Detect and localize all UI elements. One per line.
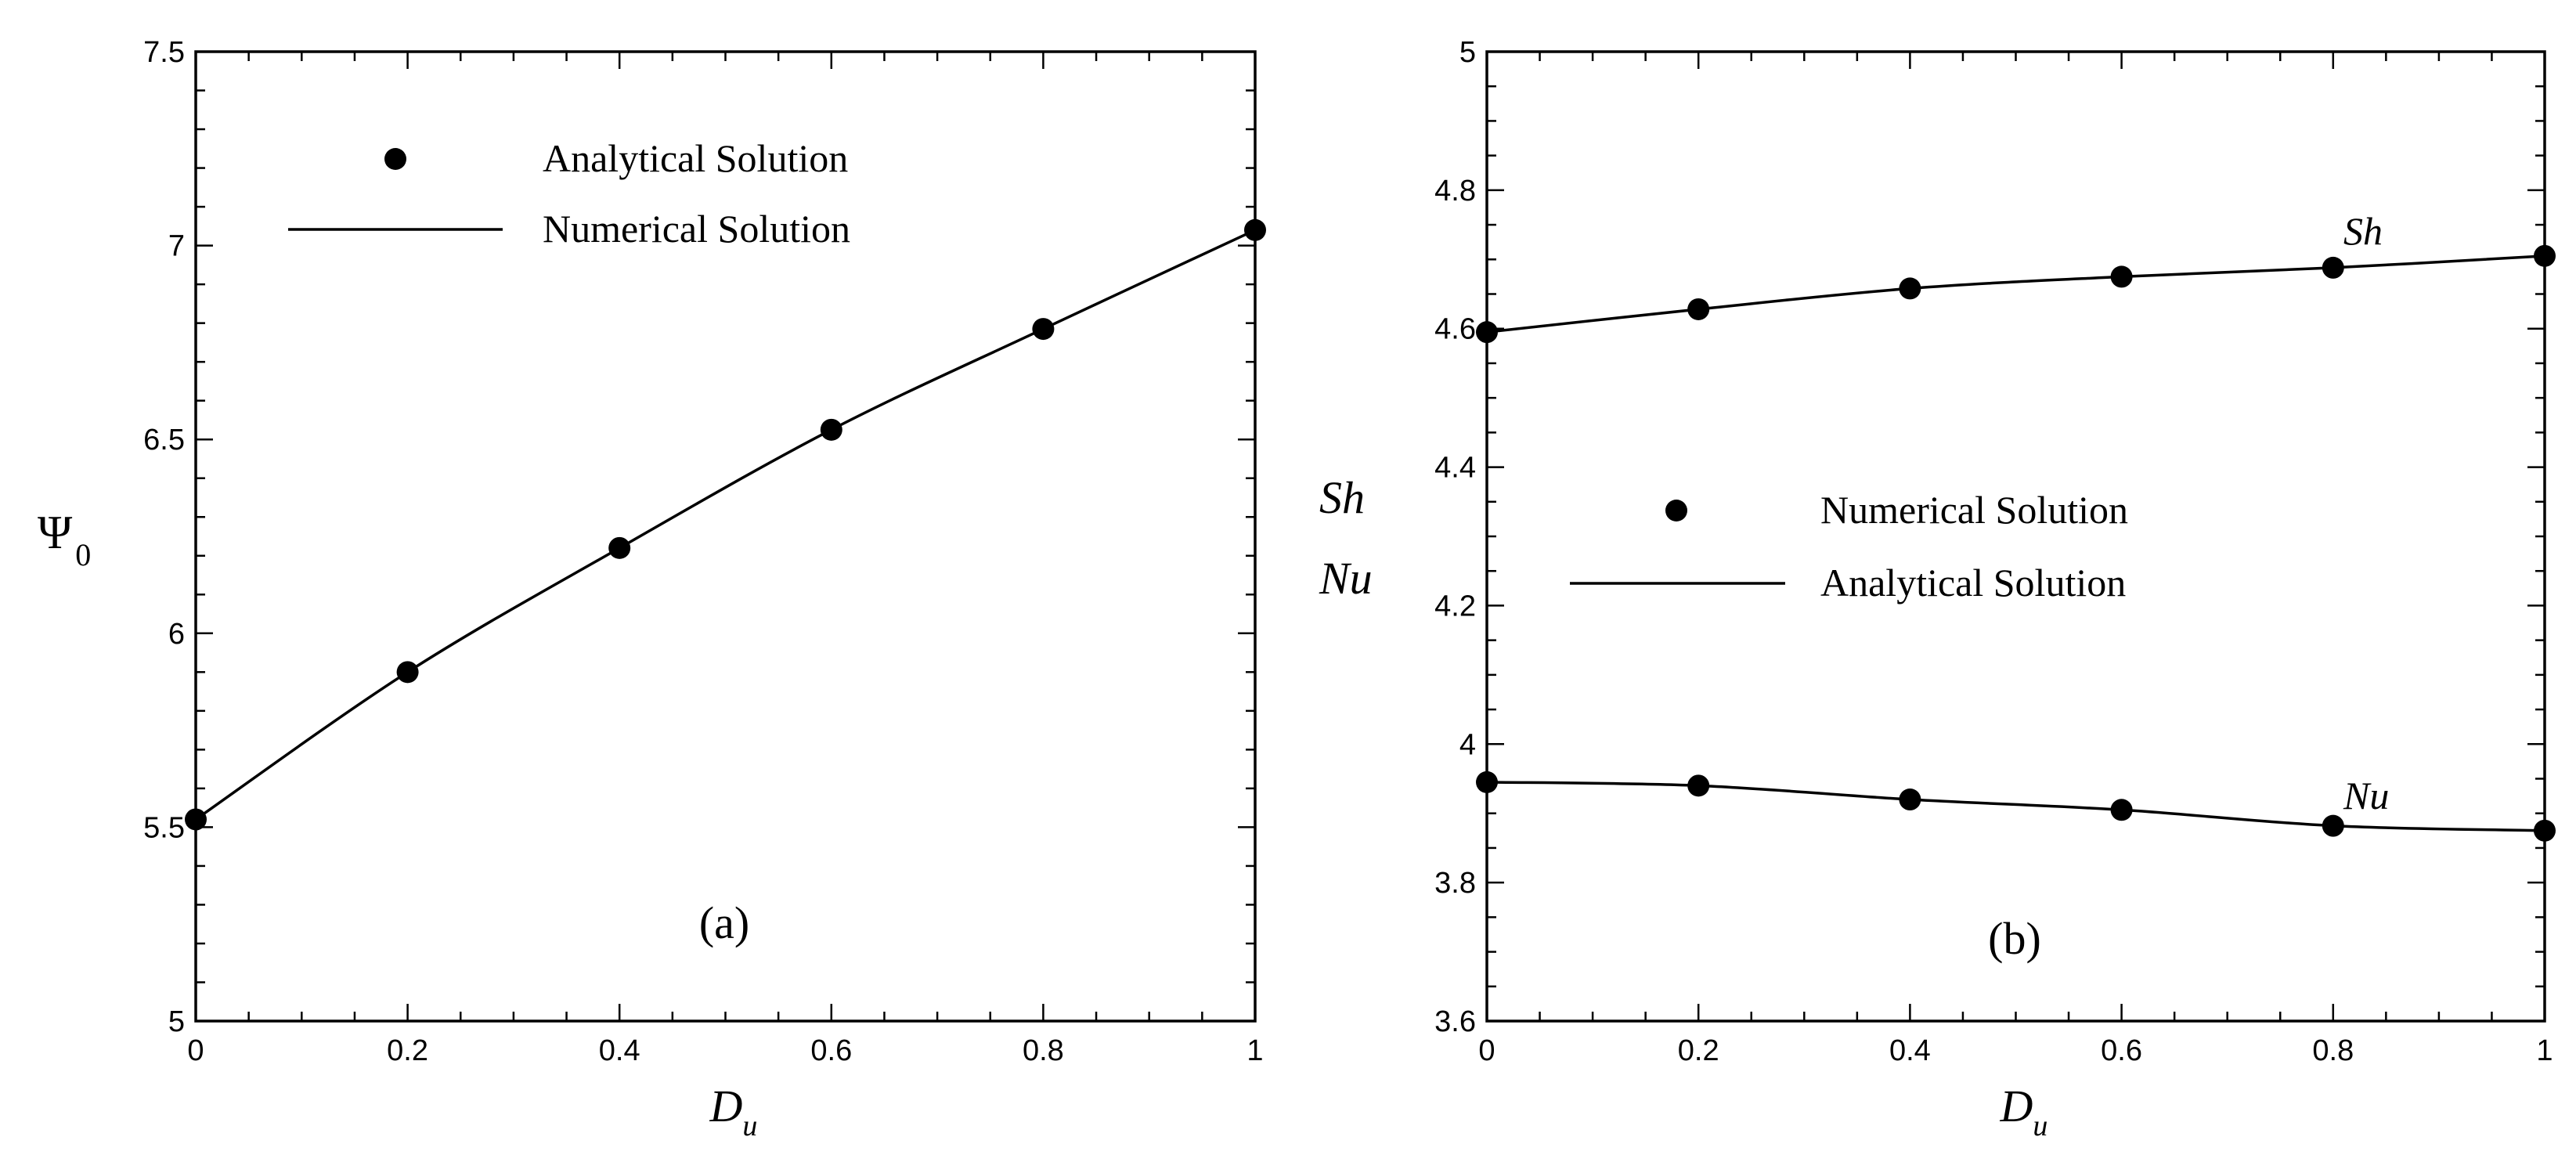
x-tick-label: 0.6: [2101, 1034, 2142, 1067]
data-point: [1244, 218, 1266, 241]
x-tick-label: 0: [187, 1034, 204, 1067]
chart-panel-b: 0 0.2 0.4 0.6 0.8 1 3.6 3.8 4 4.2 4.4 4.6 4.8 5 Numeri…: [1319, 36, 2556, 1142]
x-tick-label: 0.8: [2312, 1034, 2354, 1067]
legend-marker: [384, 148, 406, 170]
y-axis-title-nu: Nu: [1319, 553, 1373, 604]
data-point-nu: [2322, 814, 2344, 837]
y-tick-label: 3.8: [1434, 867, 1476, 900]
data-point-sh: [2322, 256, 2344, 279]
legend: Numerical Solution Analytical Solution: [1570, 488, 2128, 604]
x-tick-label: 0.4: [599, 1034, 640, 1067]
series-line: [195, 229, 1256, 821]
y-tick-label: 4.8: [1434, 175, 1476, 208]
series-line-sh: [1486, 254, 2545, 334]
y-tick-label: 5: [1459, 36, 1476, 69]
legend-marker: [1665, 500, 1687, 521]
y-tick-label: 5: [168, 1005, 185, 1038]
y-tick-label: 6.5: [143, 424, 185, 456]
y-tick-label: 7.5: [143, 36, 185, 69]
x-axis-title-sub: u: [742, 1110, 757, 1142]
x-axis-title-sub: u: [2033, 1110, 2047, 1142]
y-axis-title-main: Ψ: [38, 507, 73, 558]
x-tick-label: 0.4: [1889, 1034, 1931, 1067]
x-tick-label: 0: [1478, 1034, 1495, 1067]
data-point-nu: [2110, 799, 2133, 821]
data-point-sh: [1476, 321, 1498, 344]
panel-label: (a): [699, 897, 749, 948]
legend-line-label: Analytical Solution: [1820, 561, 2126, 604]
y-tick-label: 6: [168, 618, 185, 651]
data-point-sh: [1899, 277, 1921, 300]
legend-marker-label: Analytical Solution: [543, 136, 848, 180]
data-point-nu: [1476, 770, 1498, 793]
data-point-nu: [1687, 774, 1710, 797]
y-tick-label: 5.5: [143, 811, 185, 844]
x-tick-label: 0.2: [387, 1034, 428, 1067]
x-tick-label: 0.6: [810, 1034, 852, 1067]
y-tick-label: 4: [1459, 728, 1476, 761]
legend-line-label: Numerical Solution: [543, 207, 850, 251]
panel-label: (b): [1988, 913, 2041, 964]
y-axis-title-sub: 0: [75, 537, 91, 572]
legend: Analytical Solution Numerical Solution: [288, 136, 850, 251]
y-tick-label: 7: [168, 230, 185, 263]
data-point-nu: [1899, 788, 1921, 811]
data-point: [396, 661, 419, 684]
data-point: [820, 418, 842, 441]
series-line-nu: [1486, 781, 2545, 832]
x-axis-title-main: D: [709, 1081, 743, 1131]
data-point-nu: [2534, 819, 2556, 842]
data-point-sh: [2110, 265, 2133, 288]
y-tick-label: 4.6: [1434, 313, 1476, 346]
data-point-sh: [1687, 298, 1710, 320]
legend-marker-label: Numerical Solution: [1820, 488, 2128, 532]
y-axis-title-sh: Sh: [1319, 472, 1365, 523]
data-point-sh: [2534, 244, 2556, 267]
data-point: [1032, 318, 1055, 341]
curve-label-sh: Sh: [2343, 209, 2383, 253]
x-tick-label: 0.2: [1678, 1034, 1719, 1067]
x-tick-label: 1: [2536, 1034, 2553, 1067]
y-tick-label: 3.6: [1434, 1005, 1476, 1038]
y-tick-label: 4.2: [1434, 590, 1476, 622]
plot-frame: [1485, 50, 2546, 1023]
data-point: [608, 536, 631, 559]
chart-panel-a: 0 0.2 0.4 0.6 0.8 1 5 5.5 6 6.5 7 7.5 Analytical Sol…: [38, 36, 1266, 1142]
y-tick-label: 4.4: [1434, 452, 1476, 485]
x-tick-label: 0.8: [1023, 1034, 1064, 1067]
plot-frame: [194, 50, 1257, 1023]
x-axis-title: Du: [709, 1081, 758, 1142]
curve-label-nu: Nu: [2343, 774, 2389, 817]
x-axis-title: Du: [2000, 1081, 2048, 1142]
data-point: [185, 808, 207, 831]
x-tick-label: 1: [1247, 1034, 1263, 1067]
x-axis-title-main: D: [2000, 1081, 2033, 1131]
